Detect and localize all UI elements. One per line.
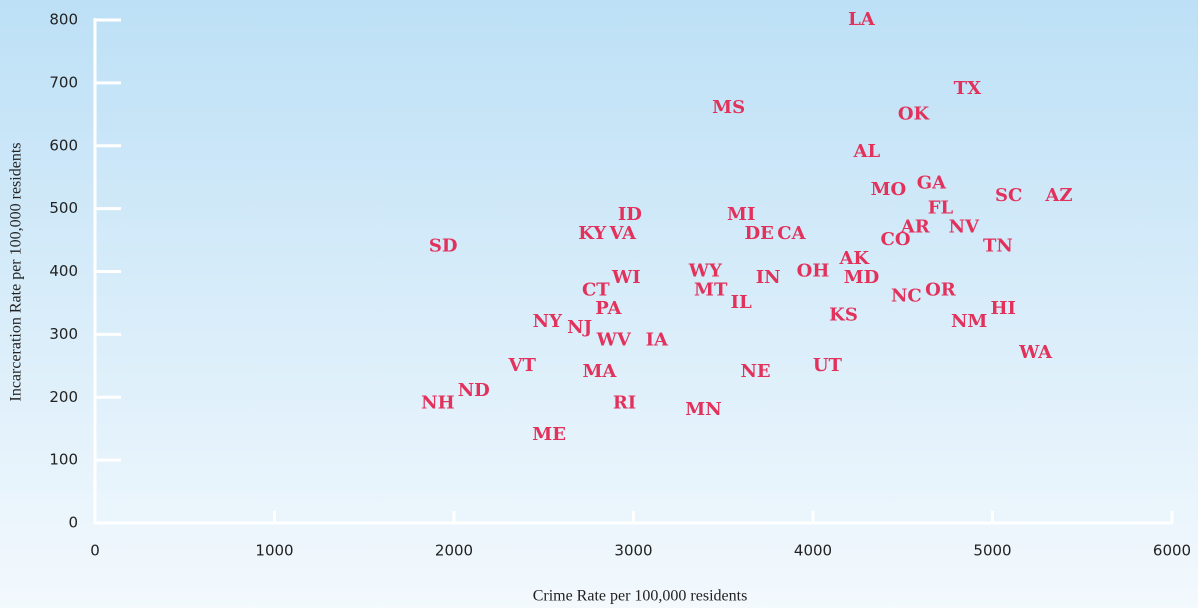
point-label: AL <box>853 141 881 162</box>
x-tick-label: 0 <box>90 542 100 560</box>
point-label: NM <box>951 311 987 332</box>
point-label: AZ <box>1044 185 1072 206</box>
point-label: OK <box>898 103 931 124</box>
point-label: IA <box>646 330 669 351</box>
point-label: KY <box>578 223 607 244</box>
x-tick-label: 1000 <box>255 542 293 560</box>
point-label: NV <box>949 216 980 237</box>
point-label: MT <box>694 279 728 300</box>
y-tick-label: 800 <box>49 11 78 29</box>
point-label: AK <box>838 248 870 269</box>
point-label: OH <box>797 261 830 282</box>
y-tick-label: 700 <box>49 73 78 91</box>
point-label: VT <box>508 355 537 376</box>
point-label: CA <box>777 223 806 244</box>
point-label: GA <box>917 172 947 193</box>
point-label: SC <box>995 185 1022 206</box>
point-label: MS <box>712 97 745 118</box>
point-label: ID <box>618 204 642 225</box>
y-axis-title: Incarceration Rate per 100,000 residents <box>8 142 25 401</box>
y-tick-label: 300 <box>49 325 78 343</box>
point-label: IL <box>731 292 752 313</box>
x-axis-title: Crime Rate per 100,000 residents <box>533 588 748 605</box>
x-tick-label: 4000 <box>794 542 832 560</box>
y-tick-label: 600 <box>49 136 78 154</box>
point-label: TN <box>983 235 1013 256</box>
point-label: DE <box>744 223 773 244</box>
x-tick-label: 3000 <box>614 542 652 560</box>
point-label: WA <box>1018 342 1053 363</box>
point-label: WV <box>596 330 632 351</box>
point-label: MI <box>727 204 755 225</box>
point-label: WY <box>688 261 723 282</box>
point-label: OR <box>925 279 957 300</box>
point-label: TX <box>954 78 981 99</box>
point-label: NE <box>740 361 770 382</box>
x-tick-label: 6000 <box>1153 542 1191 560</box>
x-tick-label: 2000 <box>435 542 473 560</box>
point-label: WI <box>611 267 641 288</box>
point-label: KS <box>829 305 858 326</box>
point-label: NC <box>891 286 922 307</box>
point-label: AR <box>900 216 931 237</box>
point-label: MA <box>582 361 617 382</box>
point-label: MD <box>844 267 880 288</box>
y-tick-label: 400 <box>49 262 78 280</box>
x-tick-label: 5000 <box>973 542 1011 560</box>
point-label: CO <box>881 229 911 250</box>
point-label: MO <box>871 179 907 200</box>
y-tick-label: 500 <box>49 199 78 217</box>
point-label: CT <box>582 279 610 300</box>
y-tick-label: 0 <box>68 514 78 532</box>
point-label: MN <box>685 399 721 420</box>
point-label: UT <box>813 355 843 376</box>
point-label: NH <box>421 393 454 414</box>
point-label: HI <box>991 298 1016 319</box>
point-label: VA <box>608 223 637 244</box>
y-tick-label: 100 <box>49 451 78 469</box>
point-label: LA <box>848 9 876 30</box>
point-label: IN <box>756 267 781 288</box>
point-label: PA <box>595 298 622 319</box>
point-label: FL <box>928 198 954 219</box>
point-label: NJ <box>567 317 592 338</box>
y-tick-label: 200 <box>49 388 78 406</box>
point-label: SD <box>429 235 458 256</box>
point-label: ND <box>458 380 490 401</box>
point-label: ME <box>532 424 566 445</box>
point-label: NY <box>533 311 563 332</box>
point-label: RI <box>613 393 636 414</box>
